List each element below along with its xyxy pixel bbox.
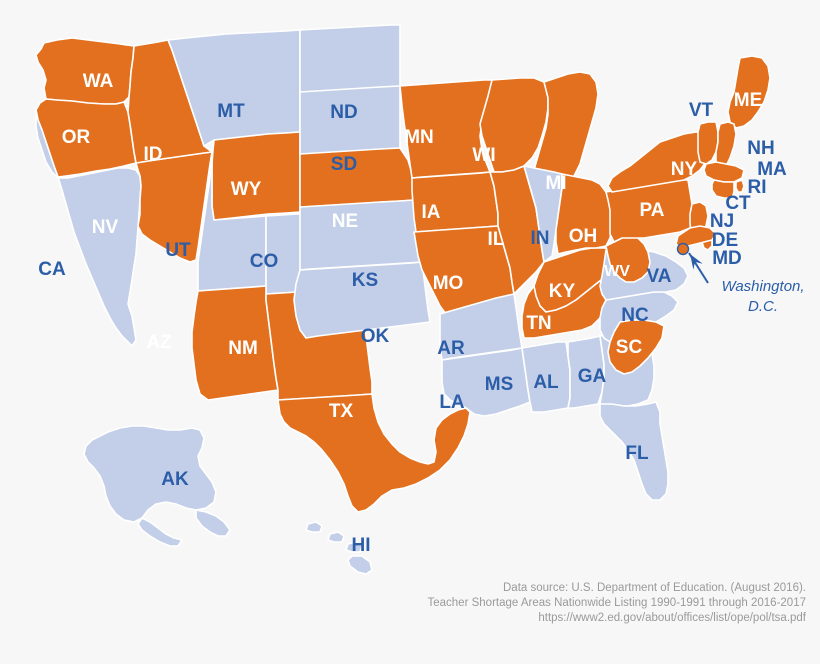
state-ak[interactable] [83, 425, 231, 547]
state-oh[interactable] [555, 173, 613, 255]
state-ca[interactable] [35, 109, 142, 347]
state-al[interactable] [567, 335, 605, 409]
dc-marker-dot[interactable] [676, 242, 690, 256]
state-wi[interactable] [479, 77, 549, 173]
state-label-ma: MA [757, 159, 787, 180]
state-md[interactable] [675, 225, 717, 249]
state-label-vt: VT [689, 100, 714, 121]
state-hi[interactable] [305, 521, 373, 575]
state-nh[interactable] [715, 121, 737, 169]
state-fl[interactable] [599, 401, 669, 501]
state-ms[interactable] [521, 341, 571, 413]
state-ia[interactable] [411, 171, 499, 233]
state-ri[interactable] [735, 179, 745, 193]
attribution-line-1: Data source: U.S. Department of Educatio… [503, 582, 806, 594]
state-ma[interactable] [703, 161, 745, 183]
state-nd[interactable] [299, 24, 401, 93]
state-shapes-layer[interactable] [35, 24, 771, 575]
state-label-az: AZ [146, 332, 172, 353]
state-az[interactable] [191, 285, 279, 401]
state-vt[interactable] [697, 121, 719, 165]
state-label-ri: RI [748, 177, 767, 198]
attribution-line-2: Teacher Shortage Areas Nationwide Listin… [427, 597, 807, 609]
state-label-md: MD [712, 248, 742, 269]
state-wy[interactable] [211, 131, 301, 221]
washington-dc-callout: Washington, D.C. [676, 242, 805, 315]
state-label-ca: CA [38, 259, 66, 280]
callout-label-line2: D.C. [748, 298, 778, 315]
state-sd[interactable] [299, 85, 401, 155]
attribution-line-3[interactable]: https://www2.ed.gov/about/offices/list/o… [538, 612, 806, 624]
state-label-nh: NH [747, 138, 774, 159]
state-ny[interactable] [607, 131, 713, 193]
state-tx[interactable] [277, 393, 471, 513]
state-wa[interactable] [35, 37, 135, 105]
callout-label-line1: Washington, [721, 278, 804, 295]
callout-arrow-icon [690, 254, 703, 270]
state-ne[interactable] [299, 147, 415, 208]
state-label-nj: NJ [710, 211, 734, 232]
attribution-block: Data source: U.S. Department of Educatio… [376, 581, 807, 626]
state-ks[interactable] [299, 199, 423, 271]
state-ok[interactable] [293, 261, 431, 339]
state-me[interactable] [727, 55, 771, 129]
state-in[interactable] [523, 165, 563, 263]
state-ct[interactable] [711, 179, 735, 199]
state-mn[interactable] [399, 79, 493, 179]
state-la[interactable] [441, 347, 531, 417]
